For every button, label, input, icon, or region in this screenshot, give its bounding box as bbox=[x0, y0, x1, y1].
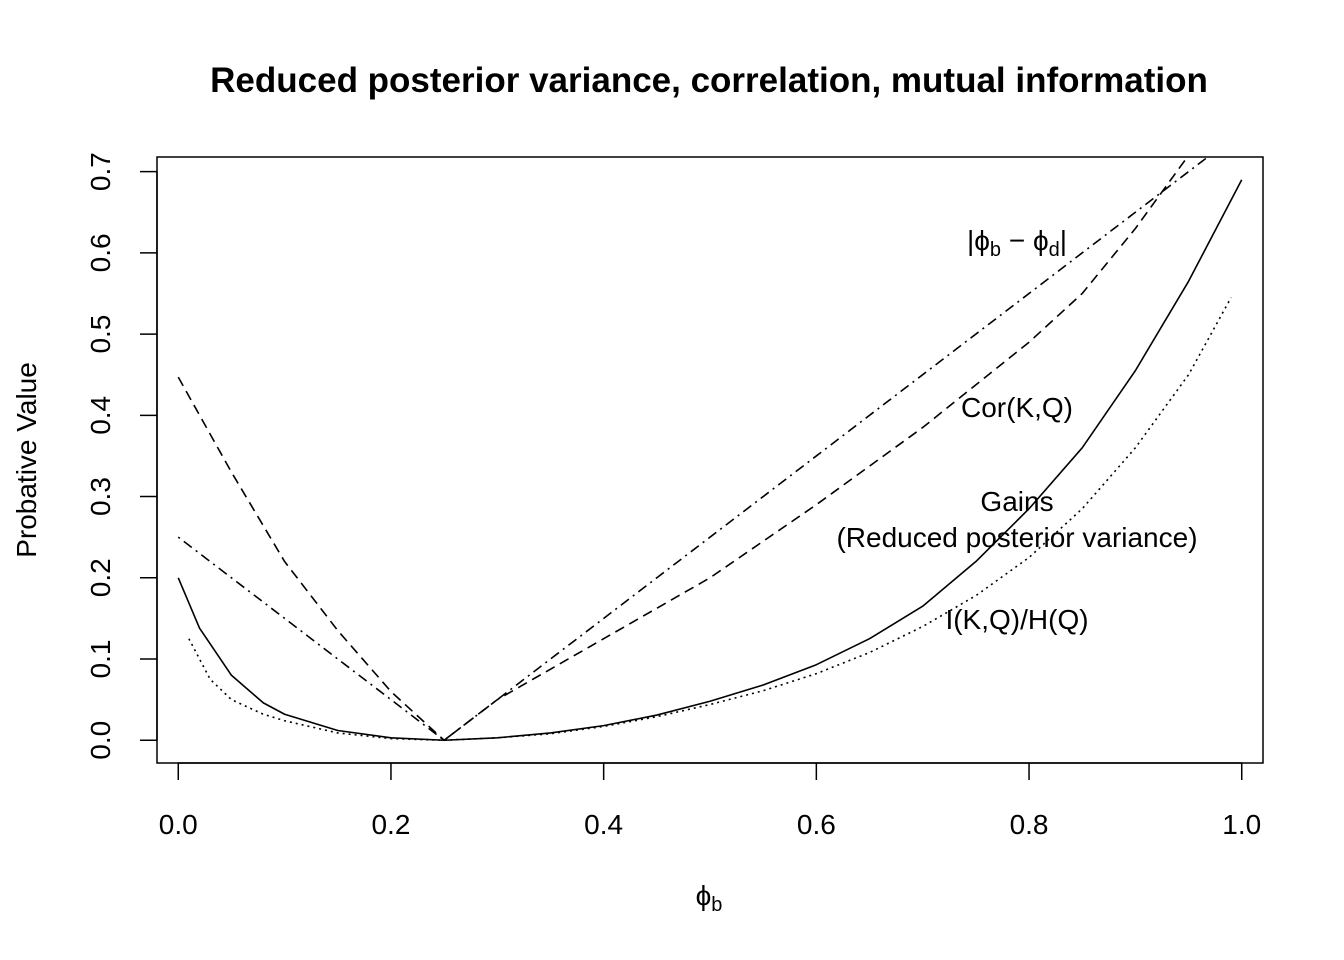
x-tick-label: 0.2 bbox=[371, 809, 410, 840]
series-line-mutual-information bbox=[188, 297, 1232, 742]
y-tick-label: 0.0 bbox=[85, 721, 116, 760]
annotation-gains-subtitle: (Reduced posterior variance) bbox=[836, 522, 1197, 553]
series-group bbox=[177, 157, 1243, 742]
y-tick-label: 0.1 bbox=[85, 640, 116, 679]
annotation-mutual-information: I(K,Q)/H(Q) bbox=[945, 604, 1088, 635]
annotation-abs-difference: |ϕb − ϕd| bbox=[967, 225, 1067, 261]
y-tick-label: 0.6 bbox=[85, 233, 116, 272]
y-tick-label: 0.3 bbox=[85, 477, 116, 516]
y-axis: 0.0 0.1 0.2 0.3 0.4 0.5 0.6 0.7 bbox=[85, 152, 158, 760]
y-tick-label: 0.4 bbox=[85, 396, 116, 435]
chart-title: Reduced posterior variance, correlation,… bbox=[210, 61, 1208, 100]
x-axis-label: ϕb bbox=[696, 880, 723, 916]
y-tick-label: 0.2 bbox=[85, 558, 116, 597]
y-axis-label: Probative Value bbox=[11, 362, 42, 558]
series-line-abs-difference bbox=[177, 157, 1210, 742]
series-line-gains bbox=[177, 179, 1243, 742]
y-tick-label: 0.5 bbox=[85, 315, 116, 354]
x-tick-label: 0.4 bbox=[584, 809, 623, 840]
annotation-correlation: Cor(K,Q) bbox=[961, 392, 1073, 423]
x-tick-label: 0.6 bbox=[797, 809, 836, 840]
annotation-gains: Gains bbox=[980, 486, 1053, 517]
x-tick-label: 0.0 bbox=[159, 809, 198, 840]
x-tick-label: 0.8 bbox=[1010, 809, 1049, 840]
plot-frame bbox=[156, 156, 1264, 764]
x-tick-label: 1.0 bbox=[1222, 809, 1261, 840]
x-axis-label-main: ϕ bbox=[696, 880, 712, 911]
x-axis-label-sub: b bbox=[711, 894, 722, 916]
x-axis: 0.0 0.2 0.4 0.6 0.8 1.0 bbox=[159, 762, 1261, 840]
y-tick-label: 0.7 bbox=[85, 152, 116, 191]
series-line-correlation bbox=[177, 157, 1189, 742]
